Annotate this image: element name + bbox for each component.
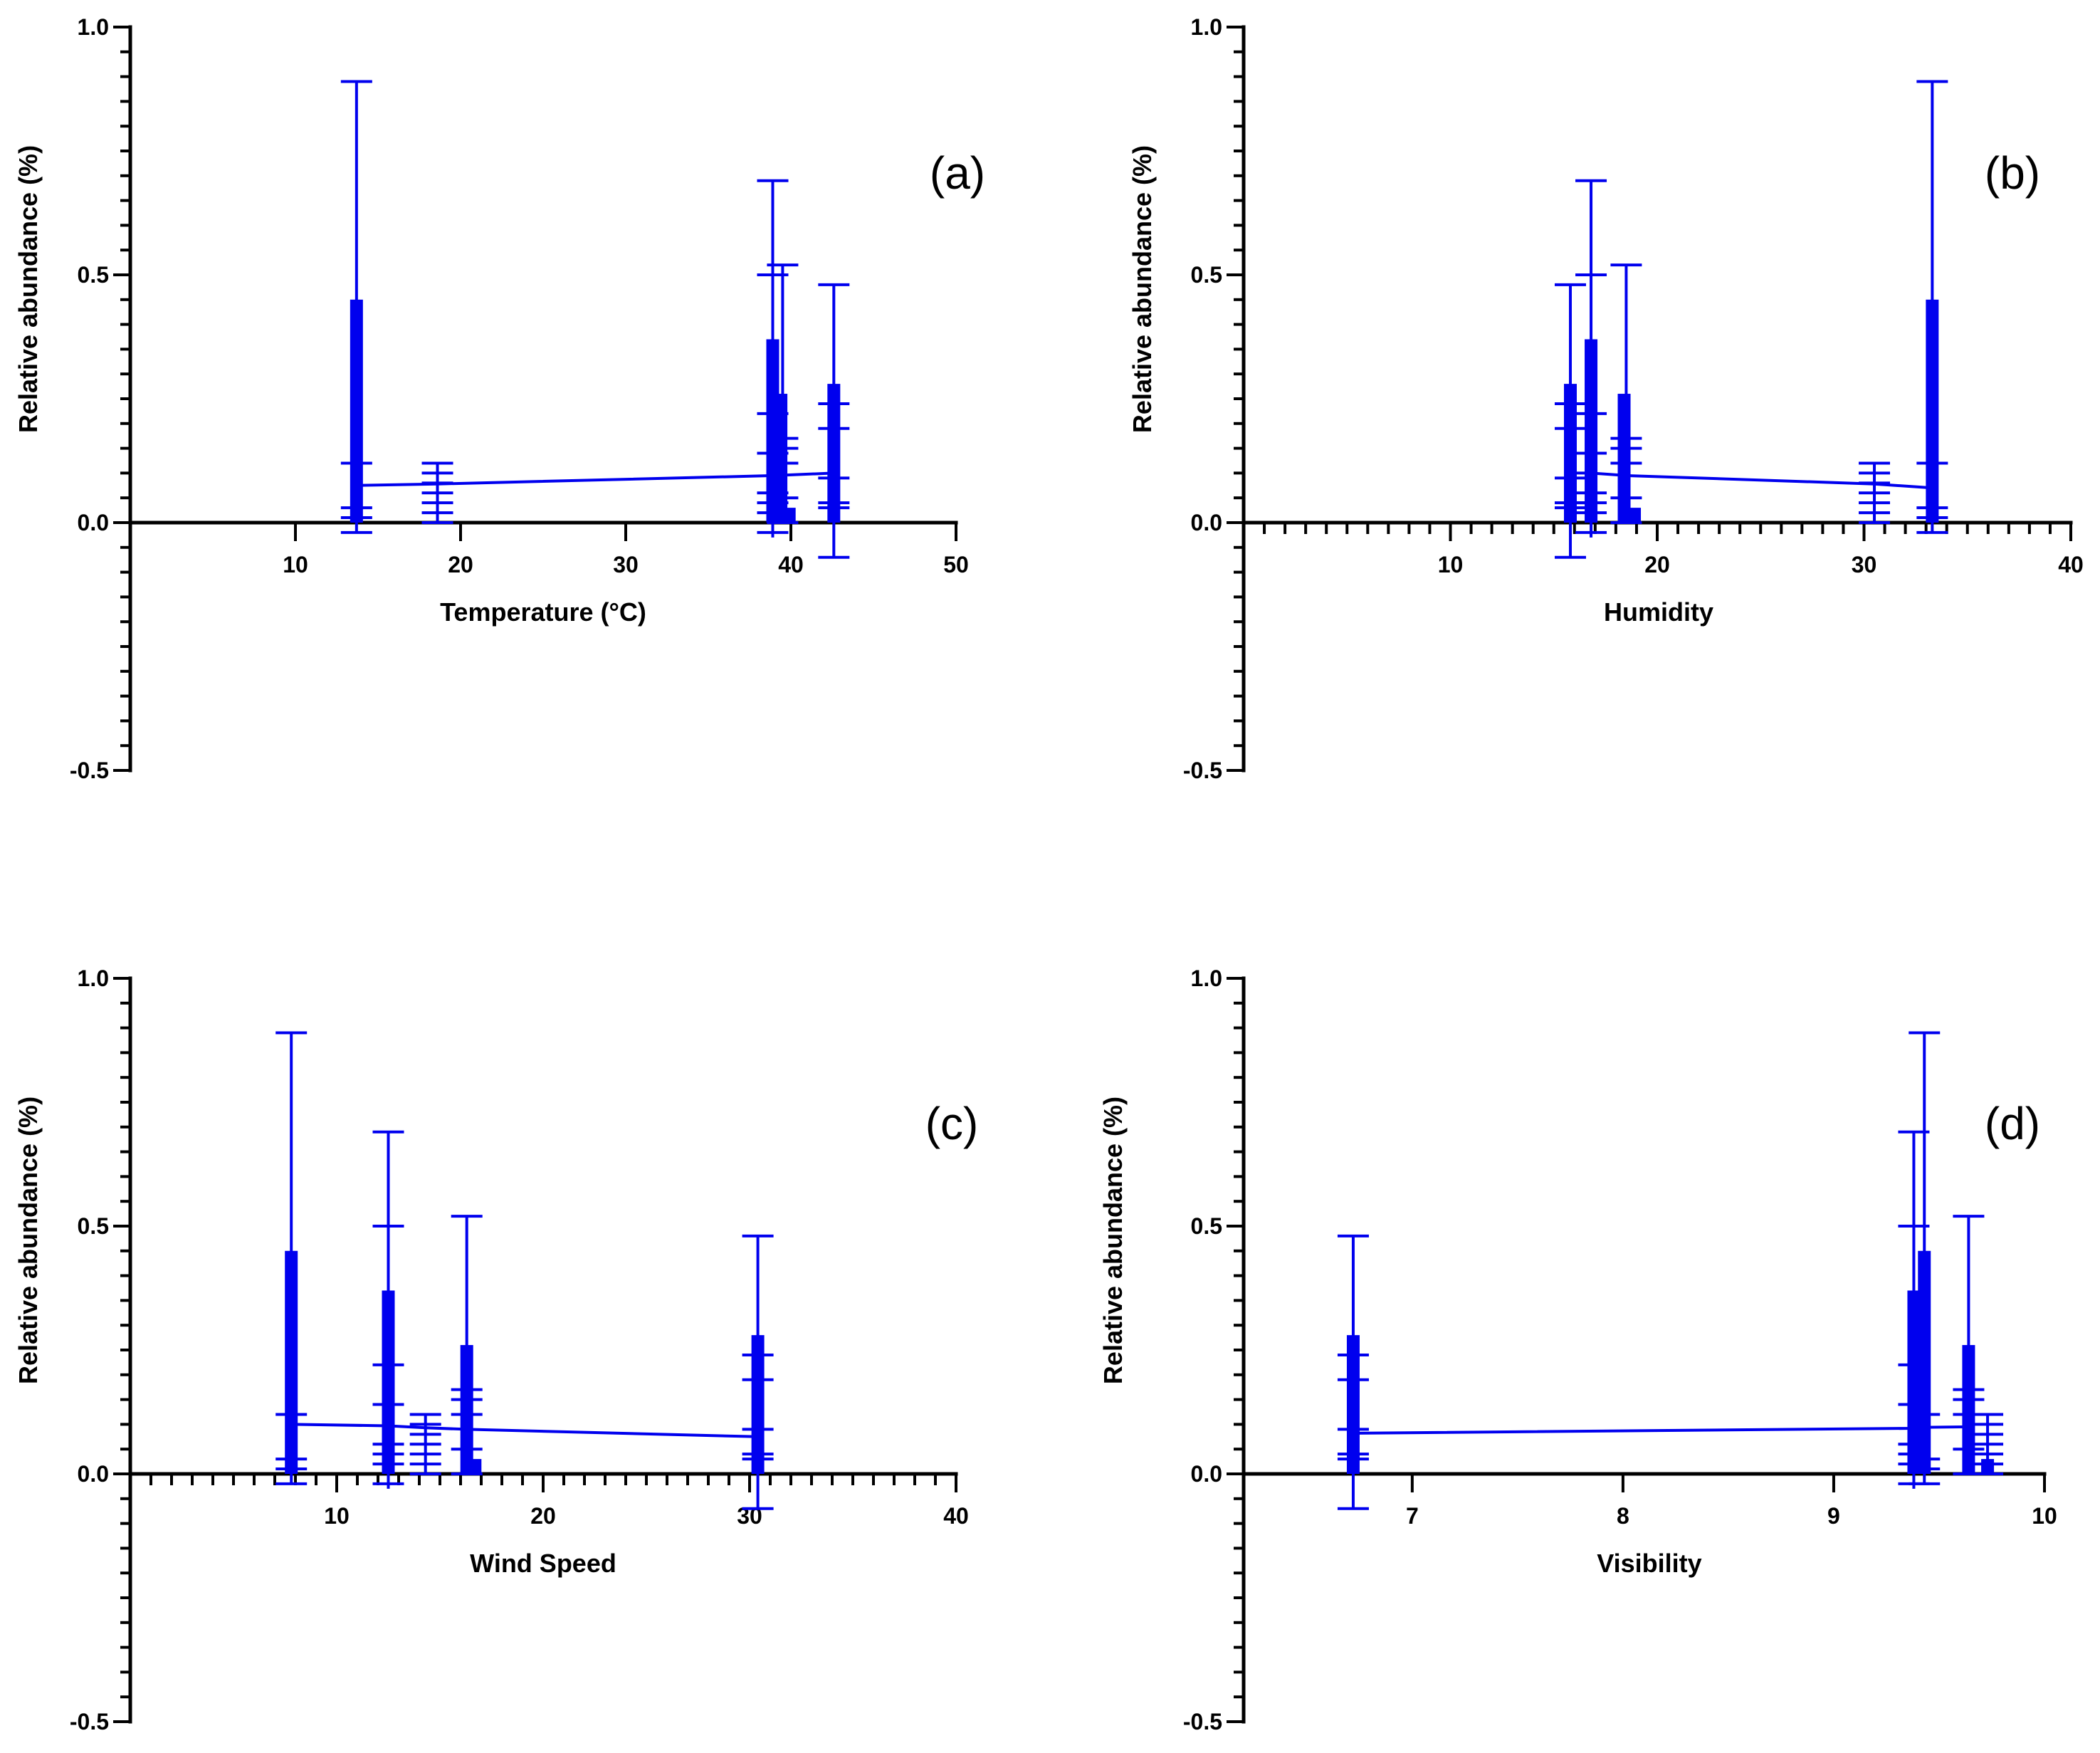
x-axis-label: Visibility bbox=[1597, 1549, 1701, 1578]
y-tick-label: 0.5 bbox=[78, 262, 109, 288]
panel-b: -0.5 0.0 0.5 1.0 10 20 30 40 Humidity Relative ab… bbox=[1128, 14, 2084, 783]
y-tick-label: 0.0 bbox=[78, 1461, 109, 1487]
panel-label-d: (d) bbox=[1985, 1098, 2040, 1149]
panel-a: -0.5 0.0 0.5 1.0 10 20 30 40 50 Temperature (°C) R… bbox=[14, 14, 985, 783]
y-tick-label: 1.0 bbox=[78, 966, 109, 991]
data-bar bbox=[468, 1459, 482, 1474]
x-tick-label: 20 bbox=[448, 552, 473, 577]
y-tick-label: 1.0 bbox=[78, 14, 109, 40]
x-tick-label: 10 bbox=[2032, 1503, 2057, 1529]
panel-label-a: (a) bbox=[930, 147, 985, 199]
x-tick-label: 10 bbox=[283, 552, 308, 577]
panel-label-c: (c) bbox=[925, 1098, 979, 1149]
x-tick-label: 10 bbox=[1438, 552, 1464, 577]
y-tick-label: -0.5 bbox=[70, 1709, 109, 1734]
data-bar bbox=[782, 508, 796, 523]
x-tick-label: 30 bbox=[1852, 552, 1877, 577]
x-tick-label: 50 bbox=[943, 552, 969, 577]
y-axis-label: Relative abundance (%) bbox=[1128, 145, 1157, 433]
trend-line bbox=[1353, 1425, 1969, 1435]
y-tick-label: -0.5 bbox=[70, 758, 109, 783]
data-bar bbox=[1628, 508, 1642, 523]
y-tick-label: -0.5 bbox=[1183, 1709, 1222, 1734]
y-axis-label: Relative abundance (%) bbox=[14, 145, 43, 433]
y-tick-label: 1.0 bbox=[1191, 966, 1222, 991]
x-tick-label: 9 bbox=[1827, 1503, 1840, 1529]
x-tick-label: 7 bbox=[1406, 1503, 1419, 1529]
x-tick-label: 40 bbox=[2058, 552, 2084, 577]
panel-d: -0.5 0.0 0.5 1.0 7 8 9 10 Visibility Relative abu… bbox=[1098, 966, 2057, 1734]
x-tick-label: 8 bbox=[1617, 1503, 1629, 1529]
trend-line bbox=[356, 471, 834, 487]
y-tick-label: 1.0 bbox=[1191, 14, 1222, 40]
data-bar bbox=[775, 394, 788, 523]
y-tick-label: 0.5 bbox=[78, 1213, 109, 1239]
x-tick-label: 30 bbox=[613, 552, 639, 577]
x-tick-label: 40 bbox=[943, 1503, 969, 1529]
y-tick-label: 0.0 bbox=[1191, 1461, 1222, 1487]
x-axis-label: Wind Speed bbox=[470, 1549, 616, 1578]
x-axis-label: Humidity bbox=[1604, 597, 1713, 627]
x-tick-label: 40 bbox=[778, 552, 804, 577]
y-axis-label: Relative abundance (%) bbox=[14, 1097, 43, 1384]
y-axis-label: Relative abundance (%) bbox=[1098, 1097, 1128, 1384]
y-tick-label: -0.5 bbox=[1183, 758, 1222, 783]
x-axis-label: Temperature (°C) bbox=[440, 597, 646, 627]
y-tick-label: 0.0 bbox=[78, 510, 109, 535]
x-tick-label: 10 bbox=[324, 1503, 350, 1529]
data-bar bbox=[1617, 394, 1631, 523]
trend-line bbox=[291, 1423, 758, 1438]
y-tick-label: 0.5 bbox=[1191, 262, 1222, 288]
x-tick-label: 20 bbox=[530, 1503, 556, 1529]
x-tick-label: 20 bbox=[1644, 552, 1670, 577]
y-tick-label: 0.5 bbox=[1191, 1213, 1222, 1239]
y-tick-label: 0.0 bbox=[1191, 510, 1222, 535]
panel-label-b: (b) bbox=[1985, 147, 2040, 199]
